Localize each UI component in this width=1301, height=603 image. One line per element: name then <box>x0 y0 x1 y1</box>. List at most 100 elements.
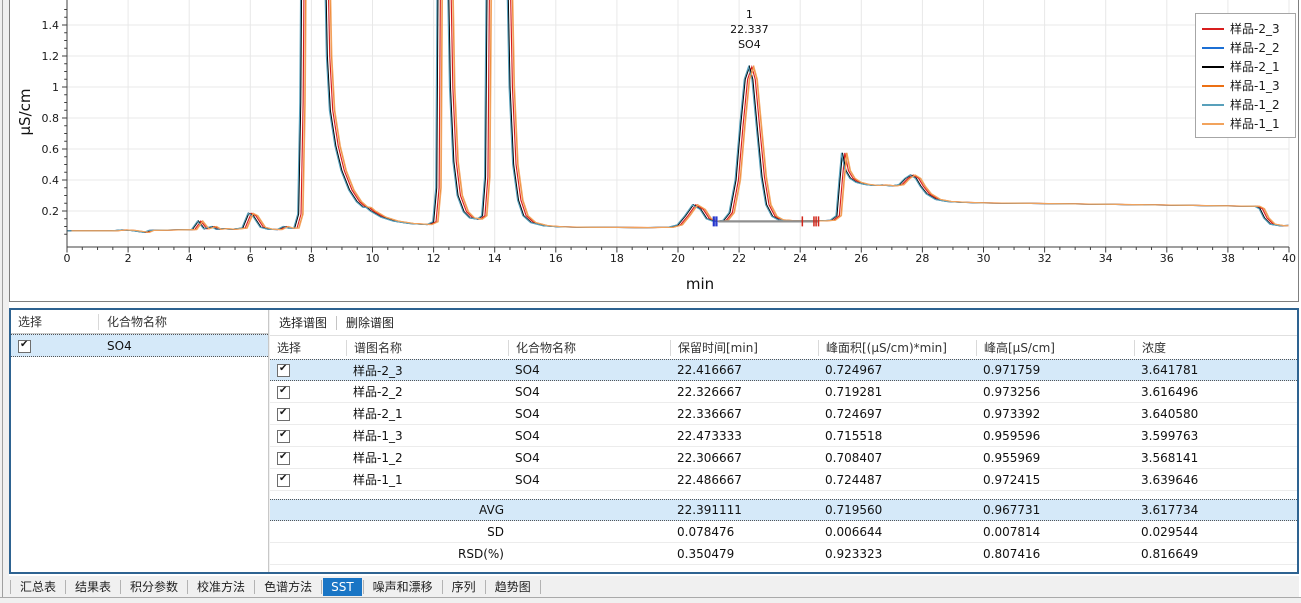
x-tick-label: 24 <box>793 252 807 265</box>
row-checkbox[interactable] <box>277 385 290 399</box>
x-tick-label: 2 <box>125 252 132 265</box>
results-column-header-0: 选择 <box>277 340 302 355</box>
x-tick-label: 36 <box>1160 252 1174 265</box>
tab-序列[interactable]: 序列 <box>451 580 476 594</box>
stats-row-SD[interactable]: SD 0.078476 0.006644 0.007814 0.029544 <box>270 521 1297 543</box>
legend-item-样品-2_1[interactable]: 样品-2_1 <box>1202 57 1289 76</box>
legend-item-样品-2_2[interactable]: 样品-2_2 <box>1202 38 1289 57</box>
legend-label: 样品-2_1 <box>1230 60 1280 74</box>
tab-汇总表[interactable]: 汇总表 <box>20 580 57 594</box>
concentration-cell: 3.568141 <box>1141 450 1199 465</box>
stat-label: AVG <box>479 503 504 517</box>
x-tick-label: 34 <box>1099 252 1113 265</box>
row-checkbox-cell <box>270 451 346 465</box>
results-row-样品-2_3[interactable]: 样品-2_3 SO4 22.416667 0.724967 0.971759 3.6417… <box>270 359 1297 381</box>
x-tick-label: 28 <box>915 252 929 265</box>
x-tick-label: 6 <box>247 252 254 265</box>
spectra-toolbar: 选择谱图 删除谱图 <box>270 310 1297 336</box>
x-tick-label: 8 <box>308 252 315 265</box>
row-checkbox[interactable] <box>277 407 290 421</box>
results-column-header-5: 峰高[µS/cm] <box>976 339 1134 356</box>
x-axis-title: min <box>686 275 714 293</box>
stat-label: RSD(%) <box>458 546 504 561</box>
x-tick-label: 26 <box>854 252 868 265</box>
spectrum-name-cell: 样品-2_3 <box>353 363 403 378</box>
stat-value-cell: 0.807416 <box>983 546 1041 561</box>
results-row-样品-2_1[interactable]: 样品-2_1 SO4 22.336667 0.724697 0.973392 3.6405… <box>270 403 1297 425</box>
sst-results-panel: 选择 化合物名称 SO4 选择谱图 删除谱图 选择谱图名称化合物名称保留时间[m… <box>9 308 1299 574</box>
legend-label: 样品-2_2 <box>1230 41 1280 55</box>
results-row-样品-1_1[interactable]: 样品-1_1 SO4 22.486667 0.724487 0.972415 3.6396… <box>270 469 1297 491</box>
legend-item-样品-2_3[interactable]: 样品-2_3 <box>1202 19 1289 38</box>
tab-色谱方法[interactable]: 色谱方法 <box>264 580 313 594</box>
stat-value-cell: 0.006644 <box>825 524 883 539</box>
peak-height-cell: 0.973256 <box>983 384 1041 399</box>
tab-separator <box>187 579 189 594</box>
tab-结果表[interactable]: 结果表 <box>75 580 112 594</box>
legend-label: 样品-1_1 <box>1230 117 1280 131</box>
row-checkbox-cell <box>270 385 346 399</box>
y-axis-title: µS/cm <box>16 89 34 136</box>
tab-separator <box>120 579 122 594</box>
stats-row-RSD(%)[interactable]: RSD(%) 0.350479 0.923323 0.807416 0.816649 <box>270 543 1297 565</box>
tab-separator <box>65 579 67 594</box>
chromatogram-plot[interactable]: 0 2 4 6 8 10 12 14 16 18 20 22 24 26 28 30 32 34 36 38 400.2… <box>10 0 1298 301</box>
results-column-header-4: 峰面积[(µS/cm)*min] <box>818 339 976 356</box>
select-spectra-button[interactable]: 选择谱图 <box>279 316 328 330</box>
tab-趋势图[interactable]: 趋势图 <box>494 580 531 594</box>
legend-color-line <box>1202 122 1224 125</box>
y-tick-label: 0.4 <box>42 174 60 187</box>
stat-value-cell: 0.816649 <box>1141 546 1199 561</box>
tab-校准方法[interactable]: 校准方法 <box>197 580 246 594</box>
tab-separator <box>10 579 11 594</box>
peak-area-cell: 0.724697 <box>825 406 883 421</box>
results-column-header-6: 浓度 <box>1134 339 1297 356</box>
peak-area-cell: 0.719281 <box>825 384 883 399</box>
stat-value-cell: 0.923323 <box>825 546 883 561</box>
trace-group <box>67 0 1289 233</box>
x-tick-label: 22 <box>732 252 746 265</box>
results-table-header: 选择 谱图名称 化合物名称 保留时间[min] 峰面积[(µS/cm)*min] 峰高[µ… <box>270 336 1297 359</box>
tab-separator <box>362 579 364 594</box>
x-tick-label: 0 <box>64 252 71 265</box>
spectrum-name-cell: 样品-1_1 <box>353 473 403 487</box>
tab-SST[interactable]: SST <box>323 577 362 596</box>
spectrum-name-cell: 样品-1_3 <box>353 429 403 443</box>
results-table-body: 样品-2_3 SO4 22.416667 0.724967 0.971759 3.6417… <box>270 359 1297 565</box>
stat-label: SD <box>487 524 504 539</box>
compound-row[interactable]: SO4 <box>11 334 268 357</box>
spectrum-name-cell: 样品-1_2 <box>353 451 403 465</box>
retention-time-cell: 22.486667 <box>677 472 742 487</box>
legend-item-样品-1_2[interactable]: 样品-1_2 <box>1202 95 1289 114</box>
stats-row-AVG[interactable]: AVG 22.391111 0.719560 0.967731 3.617734 <box>270 499 1297 521</box>
row-checkbox[interactable] <box>277 429 290 443</box>
window-bottom-edge <box>0 597 1301 603</box>
peak-annotation-line: SO4 <box>738 38 761 51</box>
row-checkbox[interactable] <box>277 473 290 487</box>
view-tab-bar: 汇总表 结果表 积分参数 校准方法 色谱方法 SST 噪声和漂移 序列 趋势图 <box>9 576 1299 597</box>
peak-annotation-line: 22.337 <box>730 23 769 36</box>
tab-积分参数[interactable]: 积分参数 <box>130 580 179 594</box>
compound-name-column-header: 化合物名称 <box>107 315 168 329</box>
delete-spectra-button[interactable]: 删除谱图 <box>346 316 395 330</box>
tab-separator <box>321 579 323 594</box>
results-column-header-1: 谱图名称 <box>346 339 508 356</box>
compound-checkbox[interactable] <box>18 339 31 353</box>
results-row-样品-1_3[interactable]: 样品-1_3 SO4 22.473333 0.715518 0.959596 3.5997… <box>270 425 1297 447</box>
peak-area-cell: 0.724487 <box>825 472 883 487</box>
peak-annotation: 1 22.337 SO4 <box>730 8 769 51</box>
stat-value-cell: 0.029544 <box>1141 524 1199 539</box>
results-row-样品-1_2[interactable]: 样品-1_2 SO4 22.306667 0.708407 0.955969 3.5681… <box>270 447 1297 469</box>
row-checkbox[interactable] <box>277 363 290 377</box>
x-tick-label: 16 <box>549 252 563 265</box>
compound-list-panel: 选择 化合物名称 SO4 <box>11 310 269 572</box>
x-tick-label: 20 <box>671 252 685 265</box>
tab-噪声和漂移[interactable]: 噪声和漂移 <box>372 580 433 594</box>
legend-item-样品-1_1[interactable]: 样品-1_1 <box>1202 114 1289 133</box>
row-checkbox-cell <box>270 473 346 487</box>
row-checkbox-cell <box>270 407 346 421</box>
row-checkbox[interactable] <box>277 451 290 465</box>
legend-item-样品-1_3[interactable]: 样品-1_3 <box>1202 76 1289 95</box>
results-row-样品-2_2[interactable]: 样品-2_2 SO4 22.326667 0.719281 0.973256 3.6164… <box>270 381 1297 403</box>
legend-label: 样品-1_2 <box>1230 98 1280 112</box>
